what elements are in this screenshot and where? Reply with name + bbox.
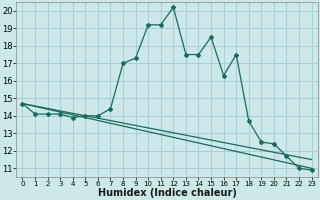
X-axis label: Humidex (Indice chaleur): Humidex (Indice chaleur) [98,188,236,198]
